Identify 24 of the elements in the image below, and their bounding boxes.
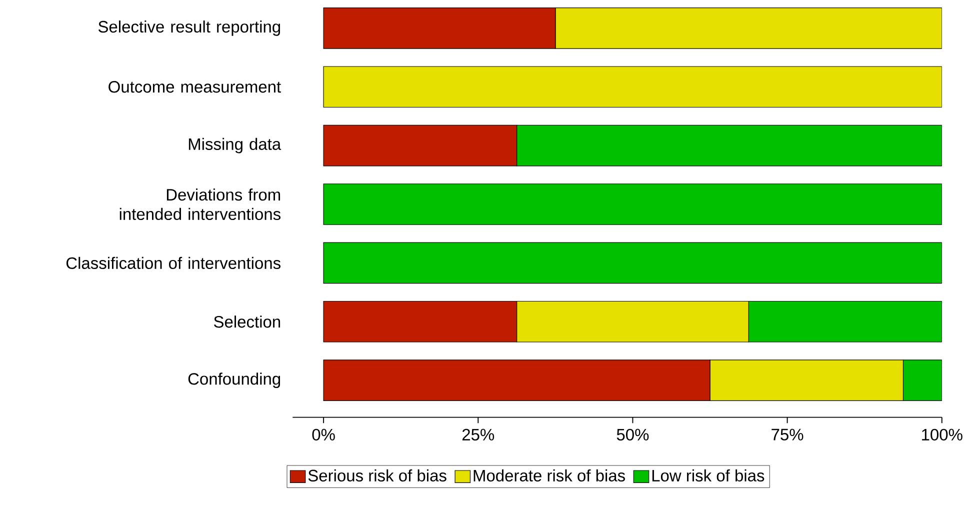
legend-label: Moderate risk of bias <box>474 470 625 482</box>
bar <box>323 184 942 226</box>
bar <box>323 66 942 108</box>
x-tick-label: 75% <box>772 428 804 441</box>
y-tick-label: Missing data <box>188 138 282 154</box>
y-tick-label: Selection <box>214 316 280 328</box>
bar <box>323 242 942 284</box>
bar <box>516 301 749 342</box>
x-tick-label: 25% <box>462 428 494 441</box>
x-tick-label: 50% <box>616 428 649 441</box>
y-tick-label: Deviations from intended interventions <box>120 188 280 220</box>
y-tick-label: Classification of interventions <box>66 257 280 270</box>
legend-label: Low risk of bias <box>652 470 764 482</box>
y-tick-label: Selective result reporting <box>98 20 280 36</box>
y-tick-label: Confounding <box>188 372 280 388</box>
bar <box>555 8 942 50</box>
bar <box>516 125 942 166</box>
bar <box>710 360 904 402</box>
bar <box>902 360 942 402</box>
legend-label: Serious risk of bias <box>308 470 446 482</box>
y-tick-label: Outcome measurement <box>108 81 281 93</box>
x-tick-label: 100% <box>922 428 962 441</box>
bar <box>748 301 942 342</box>
x-tick-label: 0% <box>312 428 335 441</box>
